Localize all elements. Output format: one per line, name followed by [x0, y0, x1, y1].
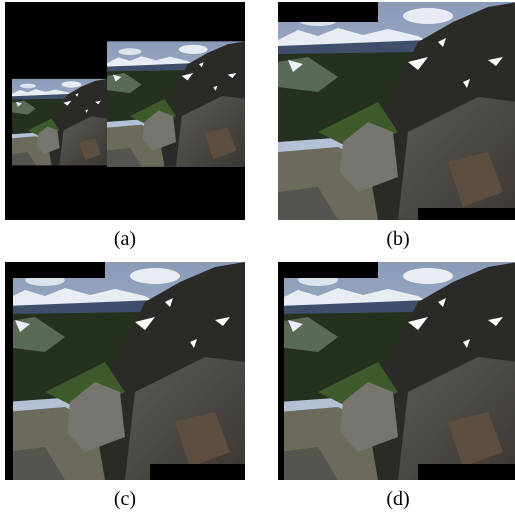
photo — [278, 262, 515, 480]
caption: (a) — [5, 228, 245, 251]
figure: (a) (b) (c) (d) — [0, 0, 515, 520]
photo — [5, 262, 245, 480]
caption: (b) — [278, 228, 515, 251]
panel: (b) — [278, 2, 515, 262]
caption: (d) — [278, 488, 515, 511]
caption: (c) — [5, 488, 245, 511]
panel: (c) — [5, 262, 245, 522]
panel: (a) — [5, 2, 245, 262]
photo — [278, 2, 515, 220]
photo — [5, 2, 245, 220]
panel: (d) — [278, 262, 515, 522]
